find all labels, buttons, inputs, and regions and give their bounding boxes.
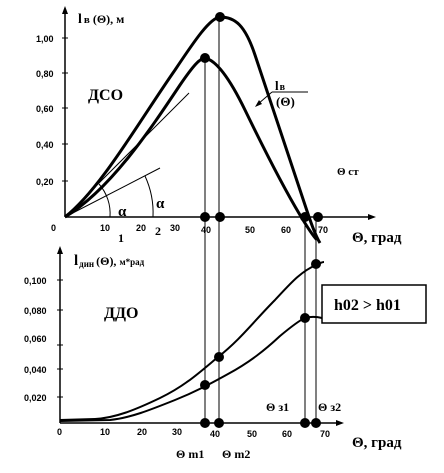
bottom-axis-marker xyxy=(311,418,321,428)
bottom-x-axis-label: Θ, град xyxy=(352,435,402,451)
top-axis-title: l в (Θ), м xyxy=(78,12,124,27)
bottom-axis-marker xyxy=(200,418,210,428)
bottom-xtick-label: 30 xyxy=(172,427,182,437)
top-tangent-label-2: 2 xyxy=(155,224,161,238)
top-ytick-label: 0,20 xyxy=(36,177,54,187)
bottom-xtick-label: 70 xyxy=(320,429,330,439)
bottom-ytick-label: 0,020 xyxy=(24,393,47,403)
top-ytick-label: 0,60 xyxy=(36,104,54,114)
bottom-theta-m1: Θ m1 xyxy=(176,447,204,461)
bottom-ytick-label: 0,060 xyxy=(24,334,47,344)
bottom-axis-marker xyxy=(300,418,310,428)
top-x-arrow xyxy=(368,214,376,220)
top-xtick-label: 60 xyxy=(281,225,291,235)
bottom-ytick-label: 0,080 xyxy=(24,306,47,316)
top-curve-label-arrowhead xyxy=(255,100,262,107)
bottom-marker-h01-z1 xyxy=(300,313,310,323)
top-chart: 1,00 0,80 0,60 0,40 0,20 0 10 20 30 40 5… xyxy=(36,6,402,246)
top-curve-h01 xyxy=(64,56,319,242)
top-max-marker-h02 xyxy=(215,12,225,22)
top-x-axis-label: Θ, град xyxy=(352,230,402,246)
relation-box xyxy=(321,284,427,324)
relation-box-text: h02 > h01 xyxy=(334,297,401,314)
bottom-xtick-label: 20 xyxy=(137,427,147,437)
top-axis-marker xyxy=(313,212,323,222)
top-xtick-label: 50 xyxy=(245,225,255,235)
bottom-xtick-label: 50 xyxy=(247,429,257,439)
top-axis-marker xyxy=(215,212,225,222)
top-xtick-label: 70 xyxy=(318,225,328,235)
top-xtick-label: 20 xyxy=(136,223,146,233)
bottom-axis-title: lдин (Θ), м*рад xyxy=(74,253,145,269)
bottom-ytick-label: 0,100 xyxy=(24,276,47,286)
top-ytick-label: 0,80 xyxy=(36,69,54,79)
bottom-xtick-label: 60 xyxy=(282,429,292,439)
top-theta-st: Θ ст xyxy=(337,166,359,178)
top-curve-label-bottom: (Θ) xyxy=(276,94,295,109)
bottom-y-arrow xyxy=(57,246,63,254)
top-tangent-label-1: 1 xyxy=(118,231,124,245)
top-angle-arc-2 xyxy=(144,175,154,218)
top-xtick-label: 0 xyxy=(51,223,56,233)
bottom-marker-h02-z2 xyxy=(311,259,321,269)
top-ytick-label: 0,40 xyxy=(36,140,54,150)
bottom-section-label: ДДО xyxy=(104,305,138,322)
top-tangent-2 xyxy=(64,167,161,218)
bottom-xtick-label: 0 xyxy=(57,427,62,437)
bottom-theta-m2: Θ m2 xyxy=(222,447,250,461)
top-curve-h02 xyxy=(64,15,322,244)
top-xtick-label: 40 xyxy=(201,225,211,235)
top-alpha-right: α xyxy=(156,196,165,212)
bottom-xtick-label: 10 xyxy=(100,427,110,437)
bottom-curve-h02 xyxy=(59,261,325,421)
bottom-theta-z1: Θ з1 xyxy=(266,400,289,414)
top-alpha-left: α xyxy=(118,204,127,220)
top-curve-label: lв xyxy=(275,78,286,93)
bottom-ytick-label: 0,040 xyxy=(24,365,47,375)
bottom-chart: 0,100 0,080 0,060 0,040 0,020 0 10 20 30… xyxy=(24,246,427,461)
top-xtick-label: 30 xyxy=(170,223,180,233)
top-tangent-1 xyxy=(64,92,190,218)
top-y-arrow xyxy=(62,6,68,14)
top-angle-arc-1 xyxy=(98,183,111,218)
bottom-xtick-label: 40 xyxy=(210,429,220,439)
bottom-theta-z2: Θ з2 xyxy=(318,400,341,414)
top-xtick-label: 10 xyxy=(100,223,110,233)
bottom-marker-h02-m2 xyxy=(214,352,224,362)
bottom-axis-marker xyxy=(214,418,224,428)
top-ytick-label: 1,00 xyxy=(36,34,54,44)
bottom-marker-h01-m1 xyxy=(200,380,210,390)
top-section-label: ДСО xyxy=(88,87,123,104)
bottom-x-arrow xyxy=(336,420,344,426)
